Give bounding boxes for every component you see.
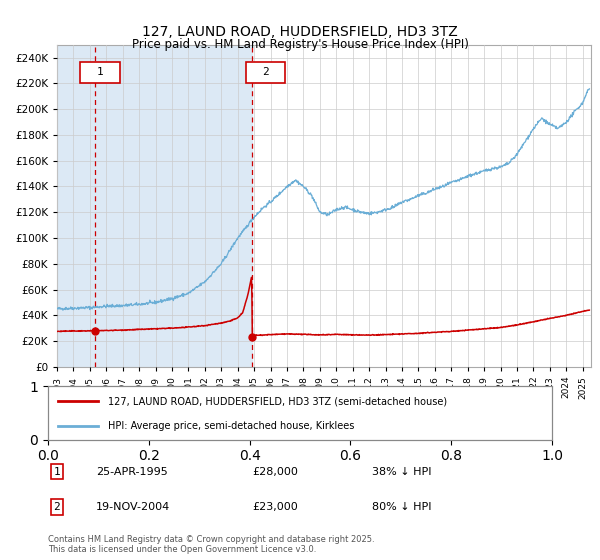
Text: £28,000: £28,000 — [252, 466, 298, 477]
Bar — [80, 62, 120, 83]
Text: 127, LAUND ROAD, HUDDERSFIELD, HD3 3TZ: 127, LAUND ROAD, HUDDERSFIELD, HD3 3TZ — [142, 25, 458, 39]
Text: 2: 2 — [53, 502, 61, 512]
Text: Price paid vs. HM Land Registry's House Price Index (HPI): Price paid vs. HM Land Registry's House … — [131, 38, 469, 51]
Text: £23,000: £23,000 — [252, 502, 298, 512]
Bar — [57, 45, 253, 367]
Text: 127, LAUND ROAD, HUDDERSFIELD, HD3 3TZ (semi-detached house): 127, LAUND ROAD, HUDDERSFIELD, HD3 3TZ (… — [109, 396, 448, 407]
Text: HPI: Average price, semi-detached house, Kirklees: HPI: Average price, semi-detached house,… — [109, 421, 355, 431]
Text: 1: 1 — [53, 466, 61, 477]
Text: Contains HM Land Registry data © Crown copyright and database right 2025.
This d: Contains HM Land Registry data © Crown c… — [48, 535, 374, 554]
Text: 1: 1 — [97, 68, 103, 77]
Bar — [57, 45, 95, 367]
Text: 80% ↓ HPI: 80% ↓ HPI — [372, 502, 431, 512]
Text: 38% ↓ HPI: 38% ↓ HPI — [372, 466, 431, 477]
Text: 19-NOV-2004: 19-NOV-2004 — [96, 502, 170, 512]
Text: 2: 2 — [262, 68, 269, 77]
Bar — [246, 62, 285, 83]
Text: 25-APR-1995: 25-APR-1995 — [96, 466, 168, 477]
